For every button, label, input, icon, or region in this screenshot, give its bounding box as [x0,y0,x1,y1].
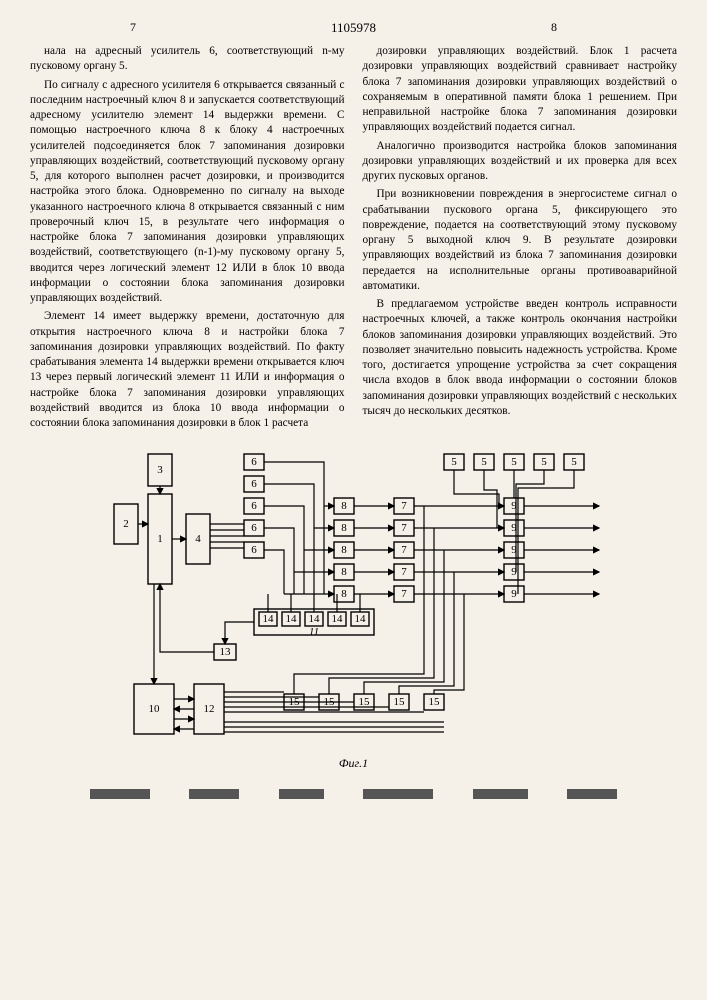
block-1: 1 [157,533,163,545]
block-13: 13 [219,646,231,658]
block-6e: 6 [251,544,257,556]
svg-text:14: 14 [285,613,297,625]
document-number: 1105978 [331,20,376,36]
svg-text:8: 8 [341,588,347,600]
svg-text:8: 8 [341,500,347,512]
circuit-diagram: .box { fill: #f5f0e8; stroke: #000; stro… [104,444,604,754]
block-5c: 5 [511,456,517,468]
block-6b: 6 [251,478,257,490]
block-2: 2 [123,518,129,530]
left-p3: Элемент 14 имеет выдержку времени, доста… [30,309,345,431]
text-columns: нала на адресный усилитель 6, соответств… [30,44,677,434]
block-10: 10 [148,703,160,715]
block-4: 4 [195,533,201,545]
block-6c: 6 [251,500,257,512]
right-p1: дозировки управляющих воздействий. Блок … [363,44,678,136]
right-p3: При возникновении повреждения в энергоси… [363,187,678,294]
left-column: нала на адресный усилитель 6, соответств… [30,44,345,434]
block-5b: 5 [481,456,487,468]
block-6a: 6 [251,456,257,468]
figure-label: Фиг.1 [30,756,677,771]
right-column: дозировки управляющих воздействий. Блок … [363,44,678,434]
page-header: 7 1105978 8 [30,20,677,36]
svg-text:7: 7 [401,588,407,600]
svg-text:14: 14 [354,613,366,625]
svg-text:8: 8 [341,544,347,556]
svg-text:7: 7 [401,500,407,512]
right-p4: В предлагаемом устройстве введен контрол… [363,297,678,419]
left-p1: нала на адресный усилитель 6, соответств… [30,44,345,75]
right-p2: Аналогично производится настройка блоков… [363,139,678,185]
page-number-left: 7 [130,20,136,35]
svg-text:9: 9 [511,588,517,600]
svg-text:15: 15 [393,696,405,708]
block-12: 12 [203,703,214,715]
figure-1: .box { fill: #f5f0e8; stroke: #000; stro… [30,444,677,771]
block-3: 3 [157,464,163,476]
redaction-bar [30,789,677,799]
svg-text:7: 7 [401,544,407,556]
block-11: 11 [308,626,318,638]
svg-text:7: 7 [401,522,407,534]
svg-text:14: 14 [331,613,343,625]
block-5a: 5 [451,456,457,468]
block-6d: 6 [251,522,257,534]
svg-text:14: 14 [308,613,320,625]
left-p2: По сигналу с адресного усилителя 6 откры… [30,78,345,307]
svg-text:8: 8 [341,566,347,578]
svg-text:8: 8 [341,522,347,534]
svg-text:15: 15 [358,696,370,708]
page-number-right: 8 [551,20,557,35]
block-5d: 5 [541,456,547,468]
block-5e: 5 [571,456,577,468]
svg-text:7: 7 [401,566,407,578]
svg-text:14: 14 [262,613,274,625]
svg-text:15: 15 [428,696,440,708]
